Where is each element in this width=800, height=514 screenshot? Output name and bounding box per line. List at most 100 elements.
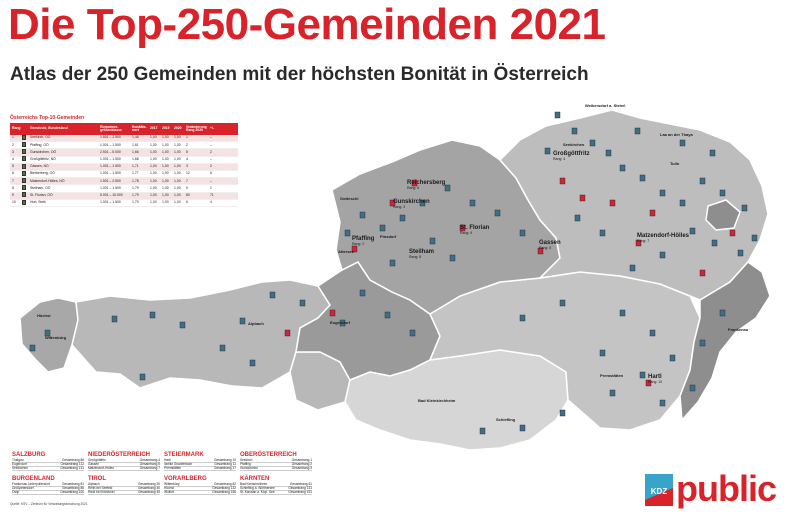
cell-d: 1,00 — [162, 149, 169, 154]
legend-rank: Gesamtrang 112 — [60, 461, 84, 466]
cell-a: 1.001 – 1.500 — [100, 156, 121, 161]
cell-b: 1,48 — [132, 135, 139, 140]
table-row: 1 Seekirch, OÖ 1.501 – 2.500 1,48 1,00 1,00 1,… — [10, 134, 238, 143]
map-label-rank: Rang: 9 — [460, 231, 472, 235]
map-label: Seekirchen — [563, 142, 585, 147]
legend-row: Pfaffing Gesamtrang 2 — [240, 462, 312, 467]
legend-row: Seekirchen Gesamtrang 131 — [12, 466, 84, 471]
kdz-logo-icon: KDZ — [645, 474, 673, 506]
legend-rank: Gesamtrang 5 — [139, 461, 160, 466]
cell-f: 12 — [186, 171, 190, 176]
map-label: Gunskirchen — [393, 199, 430, 205]
crest-icon — [22, 192, 26, 198]
cell-e: 1,00 — [174, 178, 181, 183]
legend-block: TIROL Alpbach Gesamtrang 30 Reith bei Seefe… — [88, 476, 160, 495]
top10-header: Rang Gemeinde, Bundesland Einwohner-größ… — [10, 123, 238, 135]
crest-icon — [22, 163, 30, 170]
crest-icon — [22, 163, 26, 169]
legend-rank: Gesamtrang 132 — [212, 485, 236, 490]
cell-f: 5 — [186, 149, 188, 154]
cell-d: 1,00 — [162, 135, 169, 140]
legend-row: Seekirch Gesamtrang 1 — [240, 457, 312, 463]
map-label: Bad Kleinkirchheim — [418, 398, 456, 403]
cell-name: Großgöttfritz, NÖ — [30, 156, 56, 161]
cell-e: 1,00 — [174, 142, 181, 147]
crest-icon — [22, 199, 30, 206]
legend-row: Gassen Gesamtrang 5 — [88, 461, 160, 467]
legend-municipality: Hartl — [164, 457, 171, 462]
legend-rank: Gesamtrang 81 — [62, 481, 84, 486]
legend-state: BURGENLAND — [12, 476, 55, 482]
legend-row: Frankenau Unterpullendorf Gesamtrang 81 — [12, 481, 84, 487]
legend-state: TIROL — [88, 476, 106, 482]
table-row: 6 Bierberberg, OÖ 1.001 – 1.500 1,77 1,00 1,0… — [10, 170, 238, 179]
crest-icon — [22, 149, 26, 155]
col-change: Veränderung Rang 2020 — [186, 124, 207, 132]
cell-c: 1,00 — [150, 185, 157, 190]
legend-block: KÄRNTEN Bad Kleinkirchheim Gesamtrang 61 Sc… — [240, 476, 312, 495]
cell-b: 1,66 — [132, 149, 139, 154]
legend-row: Schiefling a. Wörthersee Gesamtrang 131 — [240, 486, 312, 491]
cell-d: 1,00 — [162, 171, 169, 176]
cell-b: 1,61 — [132, 142, 139, 147]
legend-municipality: Frankenau Unterpullendorf — [12, 481, 50, 486]
legend-rank: Gesamtrang 45 — [138, 489, 160, 494]
cell-c: 1,00 — [150, 200, 157, 205]
table-row: 2 Pfaffing, OÖ 1.001 – 1.500 1,61 1,00 1,00 1,… — [10, 142, 238, 150]
cell-name: Hurt, Steik — [30, 200, 46, 205]
cell-e: 1,00 — [174, 192, 181, 197]
cell-f: 80 — [186, 192, 190, 197]
table-row: 9 St. Florian, OÖ 5.001 – 10.000 1,79 1,00 1,… — [10, 192, 238, 200]
cell-rank: 10 — [12, 200, 16, 205]
cell-d: 1,00 — [162, 142, 169, 147]
cell-b: 1,77 — [132, 171, 139, 176]
legend-municipality: Seekirch — [240, 457, 253, 462]
kdz-badge-text: KDZ — [651, 487, 668, 496]
cell-e: 1,00 — [174, 149, 181, 154]
cell-f: 1 — [186, 135, 188, 140]
legend-block: VORARLBERG Wittenbürg Gesamtrang 82 Höchst G… — [164, 476, 236, 495]
map-label: Premstätten — [600, 373, 624, 378]
legend-row: Oslip Gesamtrang 100 — [12, 490, 84, 495]
legend-row: Höchst Gesamtrang 132 — [164, 485, 236, 491]
legend-rank: Gesamtrang 30 — [138, 481, 160, 486]
cell-name: St. Florian, OÖ — [30, 192, 53, 197]
cell-c: 1,00 — [150, 149, 157, 154]
legend-rank: Gesamtrang 151 — [288, 489, 312, 494]
crest-icon — [22, 170, 26, 176]
cell-name: Matzendorf-Hölles, NÖ — [30, 178, 65, 183]
legend-municipality: Ilzmitz Gnadenbach — [164, 461, 193, 466]
map-label: St. Florian — [460, 225, 490, 231]
map-label: Attersee — [338, 249, 355, 254]
map-label: Eugendorf — [330, 320, 351, 325]
cell-f: 7 — [186, 178, 188, 183]
cell-f: 3 — [186, 164, 188, 169]
legend-municipality: Premstätten — [164, 465, 182, 470]
cell-d: 1,00 — [162, 192, 169, 197]
cell-c: 1,00 — [150, 142, 157, 147]
map-label-rank: Rang: 8 — [409, 255, 421, 259]
cell-e: 1,00 — [174, 200, 181, 205]
legend-rank: Gesamtrang 4 — [139, 457, 160, 462]
table-row: 10 Hurt, Steik 1.001 – 1.500 1,79 1,00 1,00 1,… — [10, 199, 238, 207]
map-label: Schiefling — [496, 417, 516, 422]
cell-a: 1.001 – 1.500 — [100, 142, 121, 147]
map-label: Pfaffing — [352, 236, 375, 242]
col-delta: +/- — [210, 126, 215, 131]
legend-block: OBERÖSTERREICH Seekirch Gesamtrang 1 Pfaffi… — [240, 452, 312, 471]
map-label: Matzendorf-Hölles — [637, 233, 690, 239]
cell-rank: 6 — [12, 171, 14, 176]
cell-g: 1 — [210, 185, 212, 190]
crest-icon — [22, 199, 26, 205]
cell-c: 1,00 — [150, 171, 157, 176]
cell-d: 1,00 — [162, 156, 169, 161]
cell-e: 1,00 — [174, 185, 181, 190]
cell-b: 1,79 — [132, 185, 139, 190]
map-label: Tulln — [670, 161, 680, 166]
table-row: 3 Gunskirchen, OÖ 2.501 – 5.000 1,66 1,00 1,0… — [10, 149, 238, 157]
map-label: Gassen — [539, 240, 561, 246]
legend-rank: Gesamtrang 7 — [139, 465, 160, 470]
col-rank: Rang — [12, 126, 21, 131]
map-label-rank: Rang: 4 — [553, 157, 565, 161]
map-label-rank: Rang: 2 — [352, 242, 364, 246]
